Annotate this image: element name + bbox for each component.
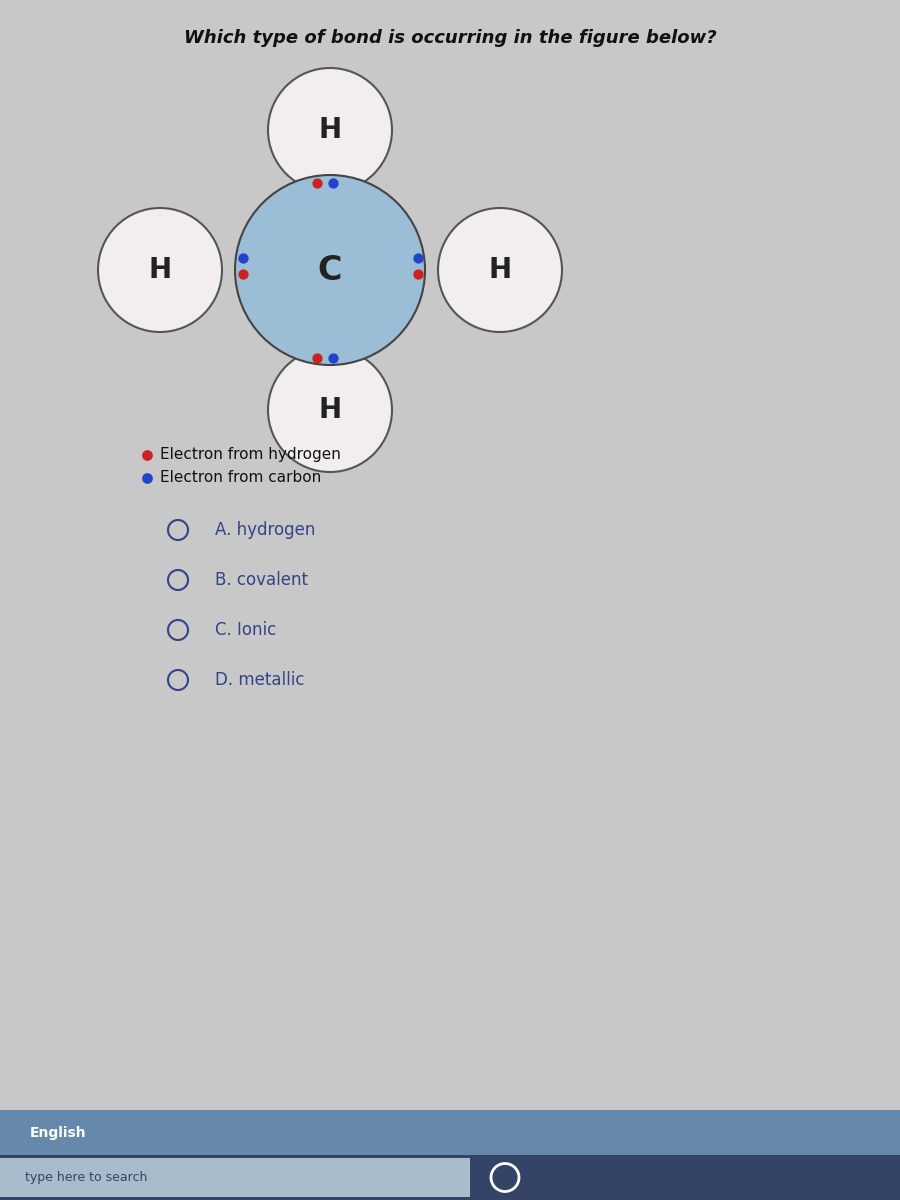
Text: H: H [319,396,342,424]
Text: B. covalent: B. covalent [215,571,308,589]
Text: A. hydrogen: A. hydrogen [215,521,315,539]
Bar [0,1110,900,1154]
Text: Which type of bond is occurring in the figure below?: Which type of bond is occurring in the f… [184,29,716,47]
Circle shape [438,208,562,332]
Circle shape [268,68,392,192]
Point [410,264,425,283]
Point [310,173,324,192]
Point [236,264,250,283]
Text: type here to search: type here to search [25,1171,148,1184]
Text: H: H [319,116,342,144]
Text: English: English [30,1126,86,1140]
Point [236,248,250,268]
Point [310,348,324,367]
Point [326,348,340,367]
Circle shape [98,208,222,332]
Text: H: H [489,256,511,284]
Circle shape [235,175,425,365]
Text: Electron from hydrogen: Electron from hydrogen [160,448,341,462]
Text: H: H [148,256,172,284]
Point [326,173,340,192]
Text: C: C [318,253,342,287]
Bar [0,1154,900,1200]
Circle shape [268,348,392,472]
Point [140,468,154,487]
Text: C. Ionic: C. Ionic [215,622,276,638]
Text: Electron from carbon: Electron from carbon [160,470,321,486]
Point [140,445,154,464]
Point [410,248,425,268]
Bar [0,1158,470,1198]
Text: D. metallic: D. metallic [215,671,304,689]
